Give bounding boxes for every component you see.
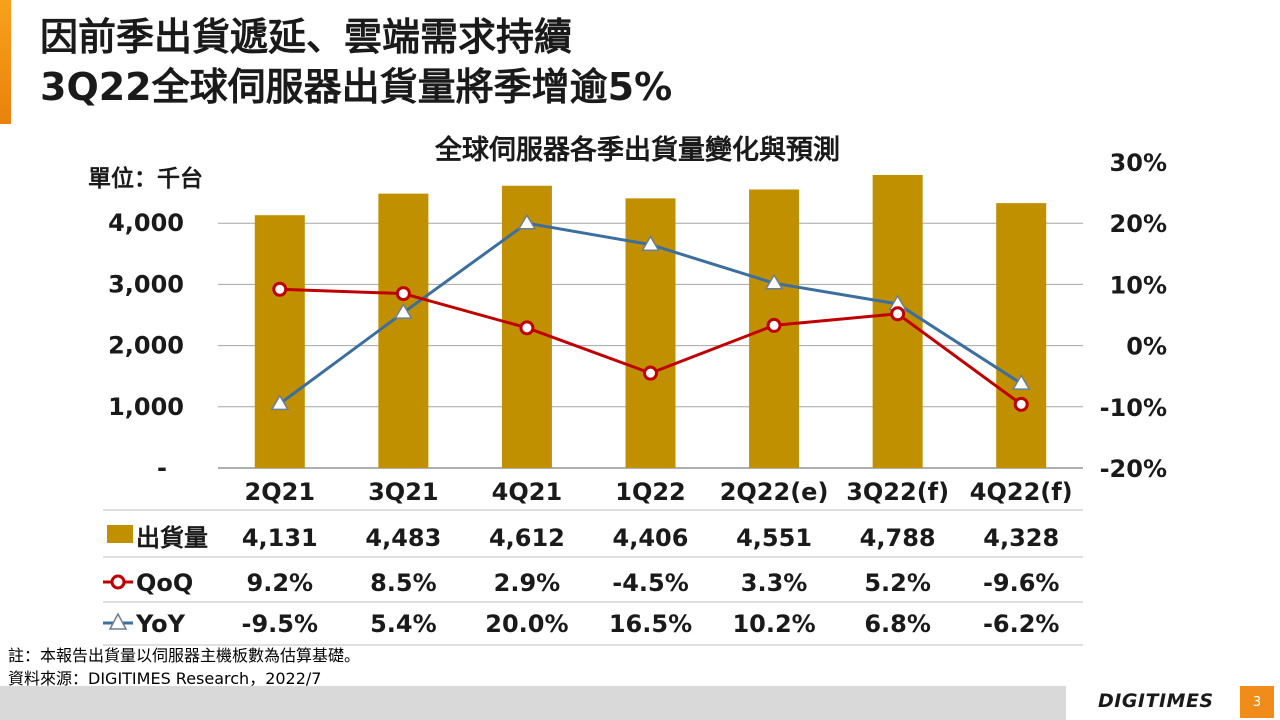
unit-label: 單位：千台 <box>88 165 203 192</box>
x-tick-label: 2Q21 <box>245 478 316 506</box>
y-right-tick-label: -20% <box>1100 455 1167 483</box>
data-label-yoy: 10.2% <box>732 610 815 638</box>
qoq-point-2 <box>519 320 535 336</box>
data-label-qoq: 8.5% <box>370 569 437 597</box>
data-label-qoq: -9.6% <box>983 569 1060 597</box>
y-right-tick-label: 10% <box>1110 271 1167 299</box>
qoq-point-1 <box>395 286 411 302</box>
data-label-qoq: -4.5% <box>612 569 689 597</box>
data-label-yoy: -9.5% <box>242 610 319 638</box>
slide-title-line-2: 3Q22全球伺服器出貨量將季增逾5% <box>40 65 673 109</box>
bar-3q21 <box>378 193 429 469</box>
x-tick-label: 3Q22(f) <box>846 478 949 506</box>
qoq-point-3 <box>643 365 658 381</box>
data-label-bar: 4,131 <box>242 524 318 552</box>
data-label-yoy: 6.8% <box>864 610 931 638</box>
y-left-tick-label: 1,000 <box>108 393 184 421</box>
legend-label-yoy: YoY <box>135 610 186 638</box>
x-tick-label: 4Q21 <box>492 478 563 506</box>
data-label-yoy: 5.4% <box>370 610 437 638</box>
yoy-point-3 <box>641 235 660 251</box>
qoq-point-6 <box>1013 396 1029 412</box>
data-label-qoq: 2.9% <box>494 569 561 597</box>
x-tick-label: 4Q22(f) <box>970 478 1073 506</box>
chart-title: 全球伺服器各季出貨量變化與預測 <box>434 134 840 166</box>
data-label-yoy: -6.2% <box>983 610 1060 638</box>
footer-band <box>0 686 1066 720</box>
x-tick-label: 1Q22 <box>615 478 686 506</box>
qoq-point-5 <box>890 306 906 322</box>
bar-4q22f <box>996 203 1047 468</box>
digitimes-logo: DIGITIMES <box>1098 690 1214 712</box>
qoq-point-0 <box>272 281 288 297</box>
footnote: 註：本報告出貨量以伺服器主機板數為估算基礎。 <box>8 646 361 665</box>
data-label-yoy: 20.0% <box>485 610 568 638</box>
yoy-point-2 <box>517 213 537 230</box>
source-note: 資料來源：DIGITIMES Research，2022/7 <box>8 669 322 688</box>
legend-marker-yoy <box>108 612 128 630</box>
yoy-point-1 <box>394 303 413 319</box>
data-label-qoq: 5.2% <box>864 569 931 597</box>
data-label-bar: 4,551 <box>736 524 812 552</box>
yoy-point-0 <box>270 394 290 411</box>
yoy-point-4 <box>764 273 784 290</box>
data-label-qoq: 9.2% <box>247 569 314 597</box>
bar-2q21 <box>254 215 305 468</box>
y-left-tick-label: - <box>157 454 167 482</box>
legend-label-bar: 出貨量 <box>136 524 208 552</box>
y-right-tick-label: 30% <box>1110 149 1167 177</box>
page-number: 3 <box>1240 686 1274 718</box>
data-label-bar: 4,328 <box>983 524 1059 552</box>
data-label-bar: 4,788 <box>860 524 936 552</box>
data-label-qoq: 3.3% <box>741 569 808 597</box>
y-left-tick-label: 2,000 <box>108 332 184 360</box>
yoy-point-6 <box>1011 374 1031 390</box>
legend-swatch-shipments <box>107 525 133 543</box>
bar-3q22f <box>872 174 923 468</box>
x-tick-label: 2Q22(e) <box>720 478 829 506</box>
legend-label-qoq: QoQ <box>136 569 193 597</box>
y-right-tick-label: 0% <box>1126 333 1167 361</box>
x-tick-label: 3Q21 <box>368 478 439 506</box>
data-label-yoy: 16.5% <box>609 610 692 638</box>
data-label-bar: 4,612 <box>489 524 565 552</box>
qoq-point-4 <box>766 317 782 333</box>
slide-title-line-1: 因前季出貨遞延、雲端需求持續 <box>40 15 573 59</box>
y-right-tick-label: -10% <box>1100 394 1167 422</box>
data-label-bar: 4,406 <box>613 524 689 552</box>
y-left-tick-label: 3,000 <box>108 270 184 298</box>
y-right-tick-label: 20% <box>1110 210 1167 238</box>
y-left-tick-label: 4,000 <box>108 209 184 237</box>
data-label-bar: 4,483 <box>365 524 441 552</box>
title-accent-bar <box>0 0 11 124</box>
legend-marker-qoq <box>110 574 126 590</box>
